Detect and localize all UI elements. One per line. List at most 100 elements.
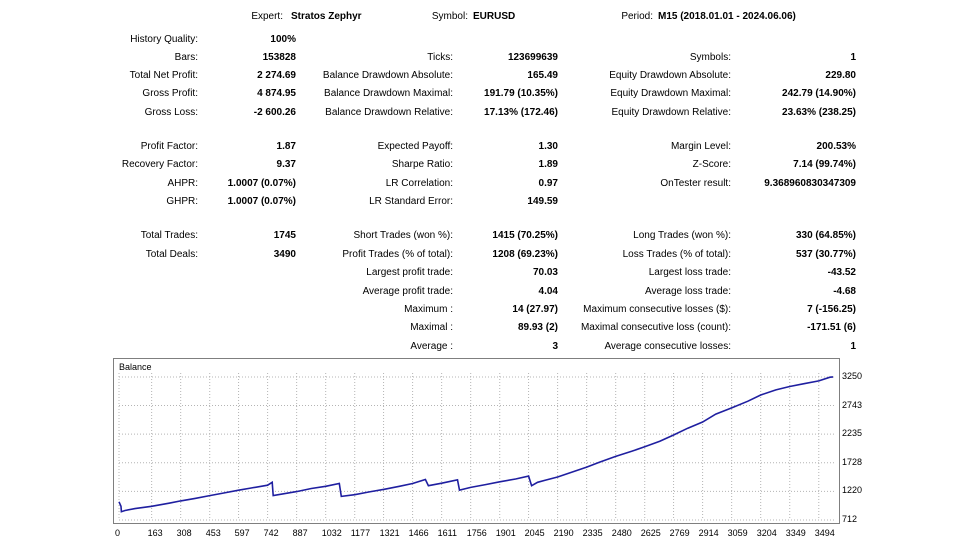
stat-label: Long Trades (won %): [633,230,731,241]
stat-value: -171.51 (6) [807,322,856,333]
stat-value: 70.03 [532,267,558,278]
stat-value: 4.04 [538,286,558,297]
period-label: Period: [621,11,653,22]
stat-value: 100% [270,34,296,45]
x-tick-label: 1466 [408,528,429,538]
x-tick-label: 2045 [524,528,545,538]
stat-label: GHPR: [166,196,198,207]
stat-value: 1.0007 (0.07%) [227,178,296,189]
stat-value: 2 274.69 [257,70,296,81]
stat-value: 7.14 (99.74%) [793,159,856,170]
stat-label: Expected Payoff: [377,141,453,152]
stat-value: 229.80 [825,70,856,81]
stat-label: Loss Trades (% of total): [622,249,731,260]
stat-value: 149.59 [527,196,558,207]
x-tick-label: 887 [292,528,308,538]
balance-chart-svg: Balance [118,362,834,521]
stat-value: 3 [552,341,558,352]
stat-value: 1.87 [276,141,296,152]
y-tick-label: 2743 [842,399,863,410]
x-tick-label: 2480 [611,528,632,538]
period-value: M15 (2018.01.01 - 2024.06.06) [658,11,796,22]
x-tick-label: 1901 [495,528,516,538]
stat-value: 1208 (69.23%) [492,249,558,260]
x-tick-label: 2625 [640,528,661,538]
stat-label: Balance Drawdown Absolute: [322,70,453,81]
symbol-label: Symbol: [431,11,468,22]
x-tick-label: 3349 [785,528,806,538]
stat-value: 1 [850,341,856,352]
x-tick-label: 3059 [727,528,748,538]
stat-value: 7 (-156.25) [807,304,856,315]
stat-value: 17.13% (172.46) [484,107,558,118]
stat-value: 165.49 [527,70,558,81]
stat-label: Recovery Factor: [121,159,198,170]
chart-title: Balance [119,362,152,372]
x-tick-label: 308 [176,528,192,538]
x-tick-label: 1611 [437,528,457,538]
stat-label: Average profit trade: [362,286,453,297]
symbol-value: EURUSD [473,11,516,22]
stat-label: Maximum : [404,304,453,315]
stat-label: Margin Level: [670,141,731,152]
stat-label: Average consecutive losses: [604,341,731,352]
x-tick-label: 2190 [553,528,574,538]
stat-label: Bars: [174,52,198,63]
x-tick-label: 163 [147,528,163,538]
x-tick-label: 2914 [698,528,719,538]
x-tick-label: 0 [115,528,121,538]
x-tick-label: 1032 [321,528,342,538]
y-tick-label: 2235 [842,428,863,439]
y-tick-label: 1728 [842,456,863,467]
stat-label: Gross Profit: [142,88,198,99]
stat-value: 89.93 (2) [517,322,558,333]
x-tick-label: 742 [263,528,279,538]
x-tick-label: 2769 [669,528,690,538]
stat-value: 1745 [273,230,296,241]
stat-label: Largest loss trade: [648,267,731,278]
expert-label: Expert: [251,11,283,22]
stat-value: -43.52 [827,267,856,278]
stat-label: Sharpe Ratio: [391,159,453,170]
stat-label: Maximal consecutive loss (count): [580,322,731,333]
stat-value: 9.37 [276,159,296,170]
stat-label: Profit Trades (% of total): [342,249,453,260]
stat-value: 123699639 [507,52,558,63]
x-tick-label: 453 [205,528,221,538]
stat-value: 1415 (70.25%) [492,230,558,241]
stat-label: History Quality: [130,34,198,45]
stat-label: LR Correlation: [385,178,453,189]
stat-label: Total Deals: [145,249,198,260]
stat-value: 191.79 (10.35%) [484,88,558,99]
stat-label: Profit Factor: [140,141,198,152]
stat-label: Balance Drawdown Relative: [325,107,453,118]
x-tick-label: 3494 [814,528,835,538]
stat-value: 330 (64.85%) [795,230,856,241]
stat-label: OnTester result: [660,178,731,189]
x-tick-label: 1177 [350,528,371,538]
stat-value: 9.368960830347309 [764,178,856,189]
balance-chart: Balance [113,358,840,524]
y-tick-label: 712 [842,514,858,524]
stat-value: 14 (27.97) [512,304,558,315]
y-tick-label: 3250 [842,370,863,381]
stat-label: Maximum consecutive losses ($): [583,304,731,315]
stat-label: Maximal : [410,322,453,333]
stat-label: Gross Loss: [144,107,198,118]
stat-label: Total Trades: [140,230,198,241]
x-tick-label: 597 [234,528,250,538]
stat-label: Average loss trade: [645,286,731,297]
stat-value: 3490 [273,249,296,260]
stat-value: -2 600.26 [253,107,296,118]
stat-label: AHPR: [167,178,198,189]
stat-label: Short Trades (won %): [353,230,453,241]
stat-value: 1 [850,52,856,63]
stat-value: 4 874.95 [257,88,296,99]
stat-label: Largest profit trade: [366,267,453,278]
stat-label: Total Net Profit: [129,70,198,81]
x-tick-label: 1756 [466,528,487,538]
stat-label: LR Standard Error: [369,196,453,207]
stat-label: Equity Drawdown Absolute: [609,70,731,81]
stat-value: 0.97 [538,178,558,189]
stat-value: 153828 [262,52,296,63]
